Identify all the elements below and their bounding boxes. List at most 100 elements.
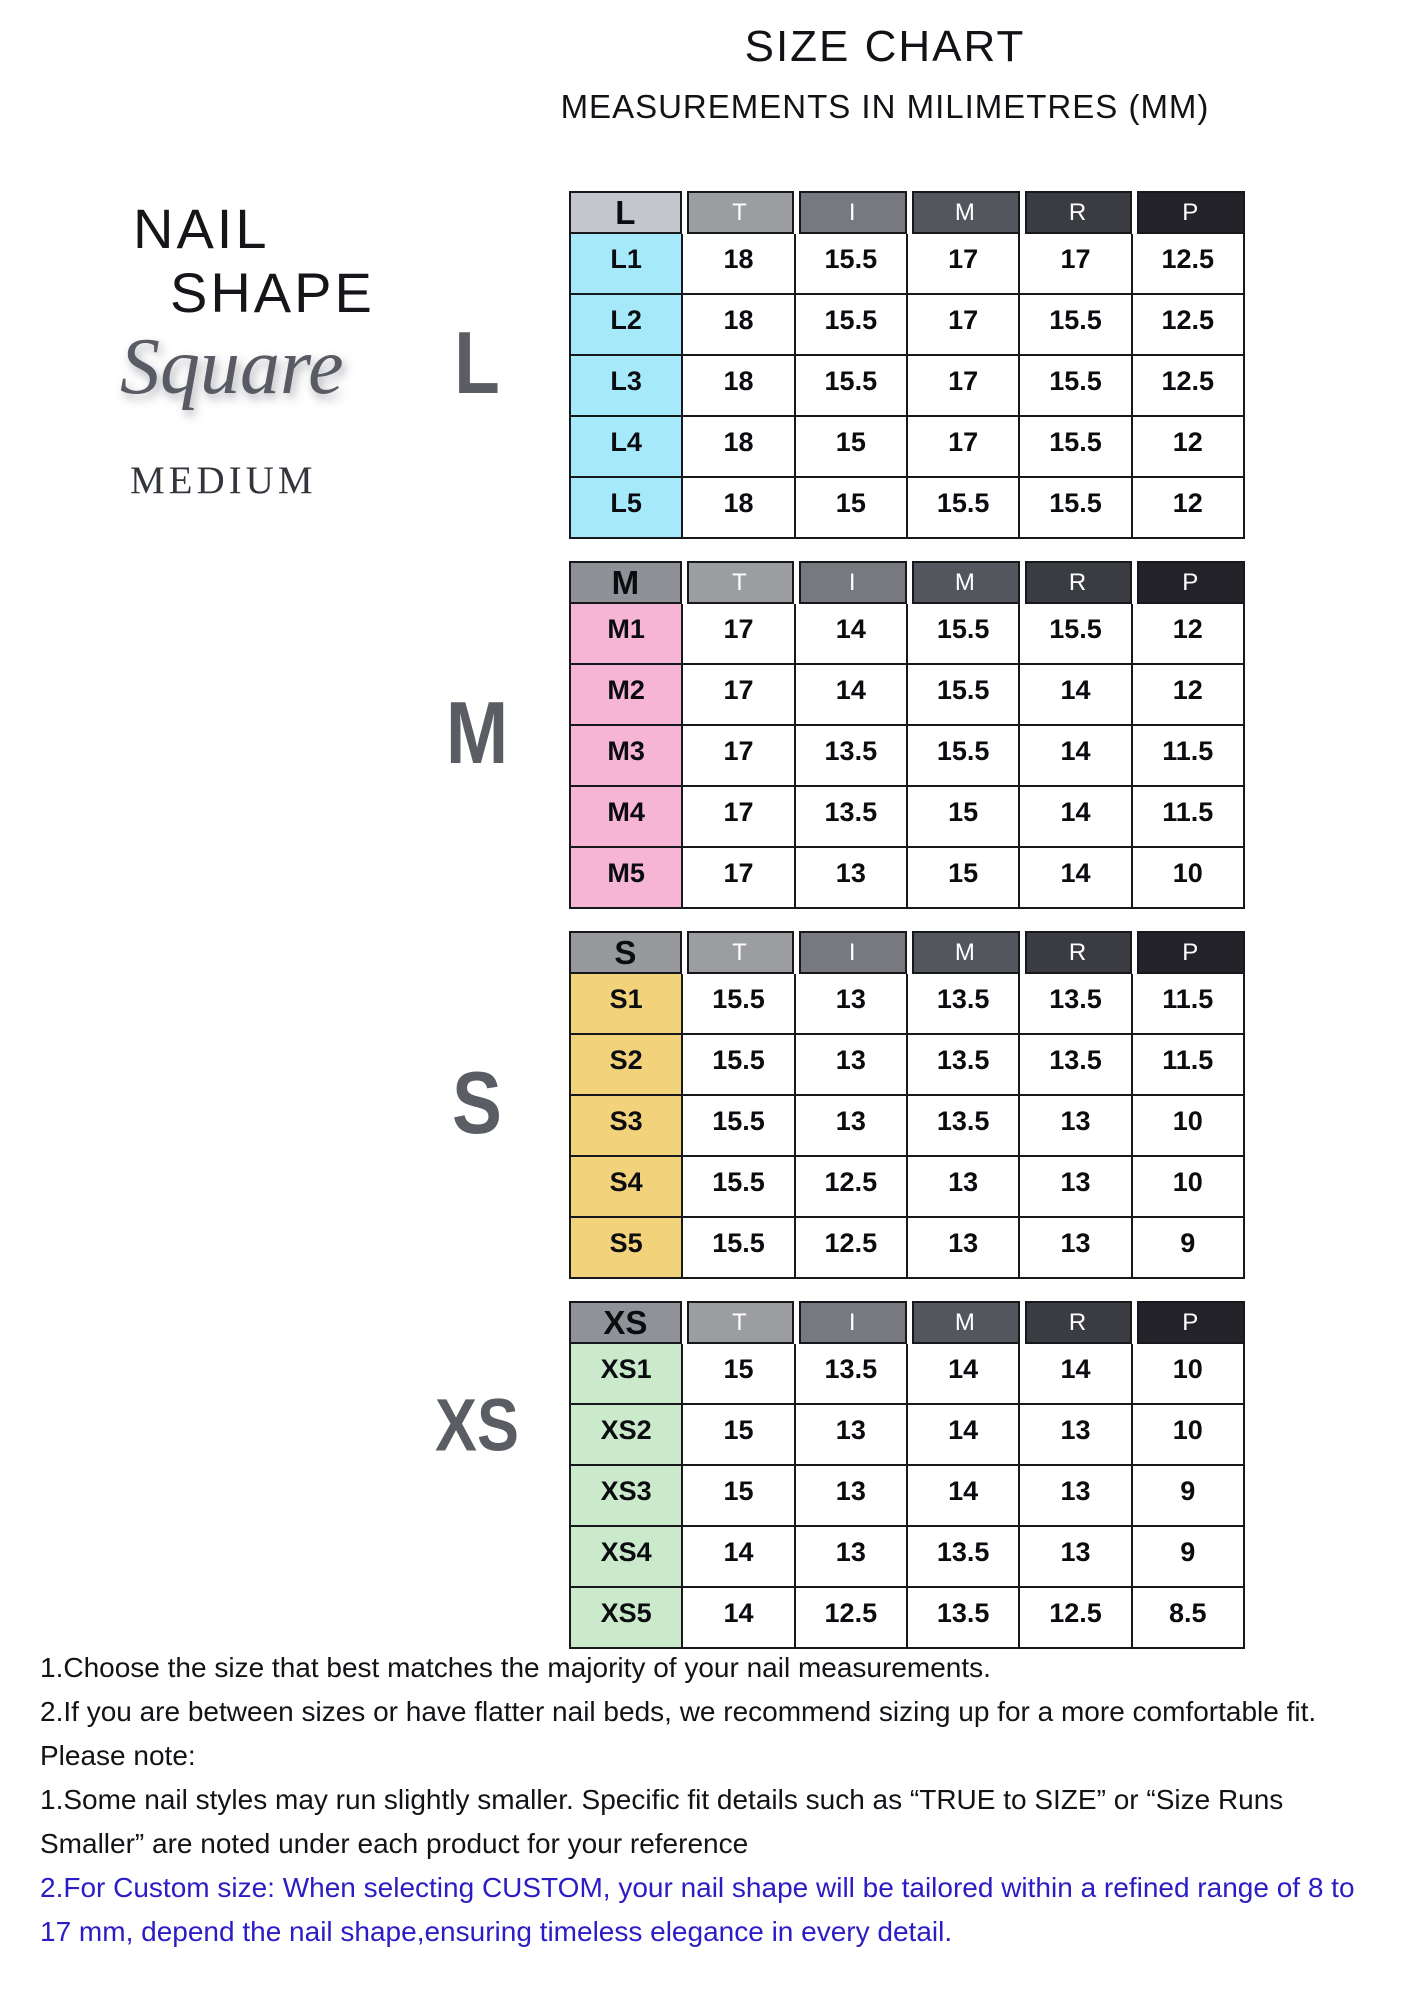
measurement-cell: 14	[1018, 665, 1131, 724]
row-label-s1: S1	[571, 974, 682, 1033]
measurement-cell: 13.5	[905, 1096, 1019, 1155]
measurement-cell: 15.5	[681, 1157, 794, 1216]
measurement-cell: 14	[1018, 726, 1131, 785]
table-row-s2: S2 15.5 13 13.5 13.5 11.5	[571, 1033, 1243, 1094]
column-header-label: R	[1024, 191, 1133, 234]
table-header-row-xs: XS T I M R P	[569, 1301, 1246, 1344]
measurement-cell: 9	[1130, 1218, 1243, 1277]
measurement-cell: 13	[793, 974, 906, 1033]
side-letter-l: L	[454, 313, 500, 413]
measurement-cell: 15	[793, 417, 906, 476]
measurement-cell: 17	[681, 848, 794, 907]
measurement-cell: 14	[681, 1527, 794, 1586]
measurement-cell: 17	[905, 234, 1019, 293]
measurement-cell: 13.5	[905, 1527, 1019, 1586]
table-row-l3: L3 18 15.5 17 15.5 12.5	[571, 354, 1243, 415]
measurement-cell: 15.5	[1018, 604, 1131, 663]
footer-note-3: Please note:	[40, 1740, 196, 1771]
column-header-label: P	[1137, 191, 1246, 234]
length-label: MEDIUM	[130, 459, 317, 502]
measurement-cell: 15.5	[681, 974, 794, 1033]
measurement-cell: 14	[1018, 848, 1131, 907]
measurement-cell: 14	[793, 604, 906, 663]
column-header-t: T	[682, 561, 795, 604]
measurement-cell: 11.5	[1130, 726, 1243, 785]
measurement-cell: 18	[681, 234, 794, 293]
measurement-cell: 14	[793, 665, 906, 724]
size-table-xs: XS XS T I M R P XS1 15 13.5 14 14 10 XS2 15 13 14 13 10 XS3…	[435, 1301, 1246, 1649]
measurement-cell: 13.5	[1018, 974, 1131, 1033]
measurement-cell: 13.5	[793, 726, 906, 785]
measurement-cell: 15.5	[681, 1096, 794, 1155]
measurement-cell: 13.5	[905, 974, 1019, 1033]
table-row-s3: S3 15.5 13 13.5 13 10	[571, 1094, 1243, 1155]
column-header-m: M	[907, 931, 1020, 974]
measurement-cell: 17	[905, 295, 1019, 354]
measurement-cell: 10	[1130, 848, 1243, 907]
table-row-m4: M4 17 13.5 15 14 11.5	[571, 785, 1243, 846]
group-header-cell-l: L	[569, 191, 682, 234]
shape-name-script: Square	[120, 323, 344, 411]
column-header-r: R	[1020, 191, 1133, 234]
table-row-s5: S5 15.5 12.5 13 13 9	[571, 1216, 1243, 1277]
measurement-cell: 13	[905, 1157, 1019, 1216]
size-table-l: L L T I M R P L1 18 15.5 17 17 12.5 L2 18 15.5 17 15.5 12.…	[454, 191, 1246, 539]
measurement-cell: 15.5	[905, 665, 1019, 724]
measurement-cell: 15	[905, 787, 1019, 846]
measurement-cell: 18	[681, 295, 794, 354]
group-header-cell-s: S	[569, 931, 682, 974]
column-header-label: I	[799, 1301, 908, 1344]
row-label-l1: L1	[571, 234, 682, 293]
measurement-cell: 12.5	[793, 1218, 906, 1277]
table-row-s4: S4 15.5 12.5 13 13 10	[571, 1155, 1243, 1216]
footer-notes: 1.Choose the size that best matches the …	[40, 1646, 1390, 1954]
measurement-grid-xs: XS1 15 13.5 14 14 10 XS2 15 13 14 13 10 XS3 15 13 14 13 9…	[569, 1344, 1245, 1649]
measurement-cell: 15.5	[681, 1218, 794, 1277]
measurement-cell: 10	[1130, 1344, 1243, 1403]
measurement-cell: 14	[905, 1344, 1019, 1403]
measurement-cell: 15	[793, 478, 906, 537]
measurement-cell: 15.5	[905, 604, 1019, 663]
measurement-cell: 13	[905, 1218, 1019, 1277]
measurement-cell: 13	[793, 848, 906, 907]
measurement-cell: 13.5	[793, 1344, 906, 1403]
group-header-label: M	[569, 561, 682, 604]
column-header-i: I	[794, 1301, 908, 1344]
measurement-cell: 15	[905, 848, 1019, 907]
column-header-label: M	[912, 191, 1020, 234]
row-label-m1: M1	[571, 604, 682, 663]
measurement-cell: 12	[1130, 665, 1243, 724]
row-label-xs4: XS4	[571, 1527, 682, 1586]
column-header-p: P	[1132, 191, 1246, 234]
measurement-cell: 17	[681, 665, 794, 724]
measurement-cell: 15.5	[905, 726, 1019, 785]
measurement-cell: 15.5	[1018, 478, 1131, 537]
table-row-l5: L5 18 15 15.5 15.5 12	[571, 476, 1243, 537]
nail-shape-heading-line2: SHAPE	[170, 261, 375, 324]
row-label-l4: L4	[571, 417, 682, 476]
measurement-cell: 15.5	[793, 356, 906, 415]
column-header-label: I	[799, 191, 908, 234]
group-header-label: S	[569, 931, 682, 974]
column-header-t: T	[682, 1301, 795, 1344]
measurement-cell: 18	[681, 478, 794, 537]
measurement-cell: 9	[1130, 1466, 1243, 1525]
row-label-m2: M2	[571, 665, 682, 724]
group-header-label: XS	[569, 1301, 682, 1344]
measurement-cell: 13	[1018, 1218, 1131, 1277]
group-header-cell-m: M	[569, 561, 682, 604]
table-row-s1: S1 15.5 13 13.5 13.5 11.5	[571, 974, 1243, 1033]
row-label-xs3: XS3	[571, 1466, 682, 1525]
measurement-cell: 12.5	[793, 1157, 906, 1216]
measurement-cell: 13	[1018, 1405, 1131, 1464]
column-header-t: T	[682, 931, 795, 974]
row-label-l5: L5	[571, 478, 682, 537]
measurement-cell: 11.5	[1130, 1035, 1243, 1094]
measurement-cell: 14	[905, 1405, 1019, 1464]
measurement-cell: 12.5	[793, 1588, 906, 1647]
measurement-grid-m: M1 17 14 15.5 15.5 12 M2 17 14 15.5 14 12 M3 17 13.5 15…	[569, 604, 1245, 909]
page-title: SIZE CHART	[744, 22, 1026, 71]
measurement-cell: 12.5	[1130, 295, 1243, 354]
